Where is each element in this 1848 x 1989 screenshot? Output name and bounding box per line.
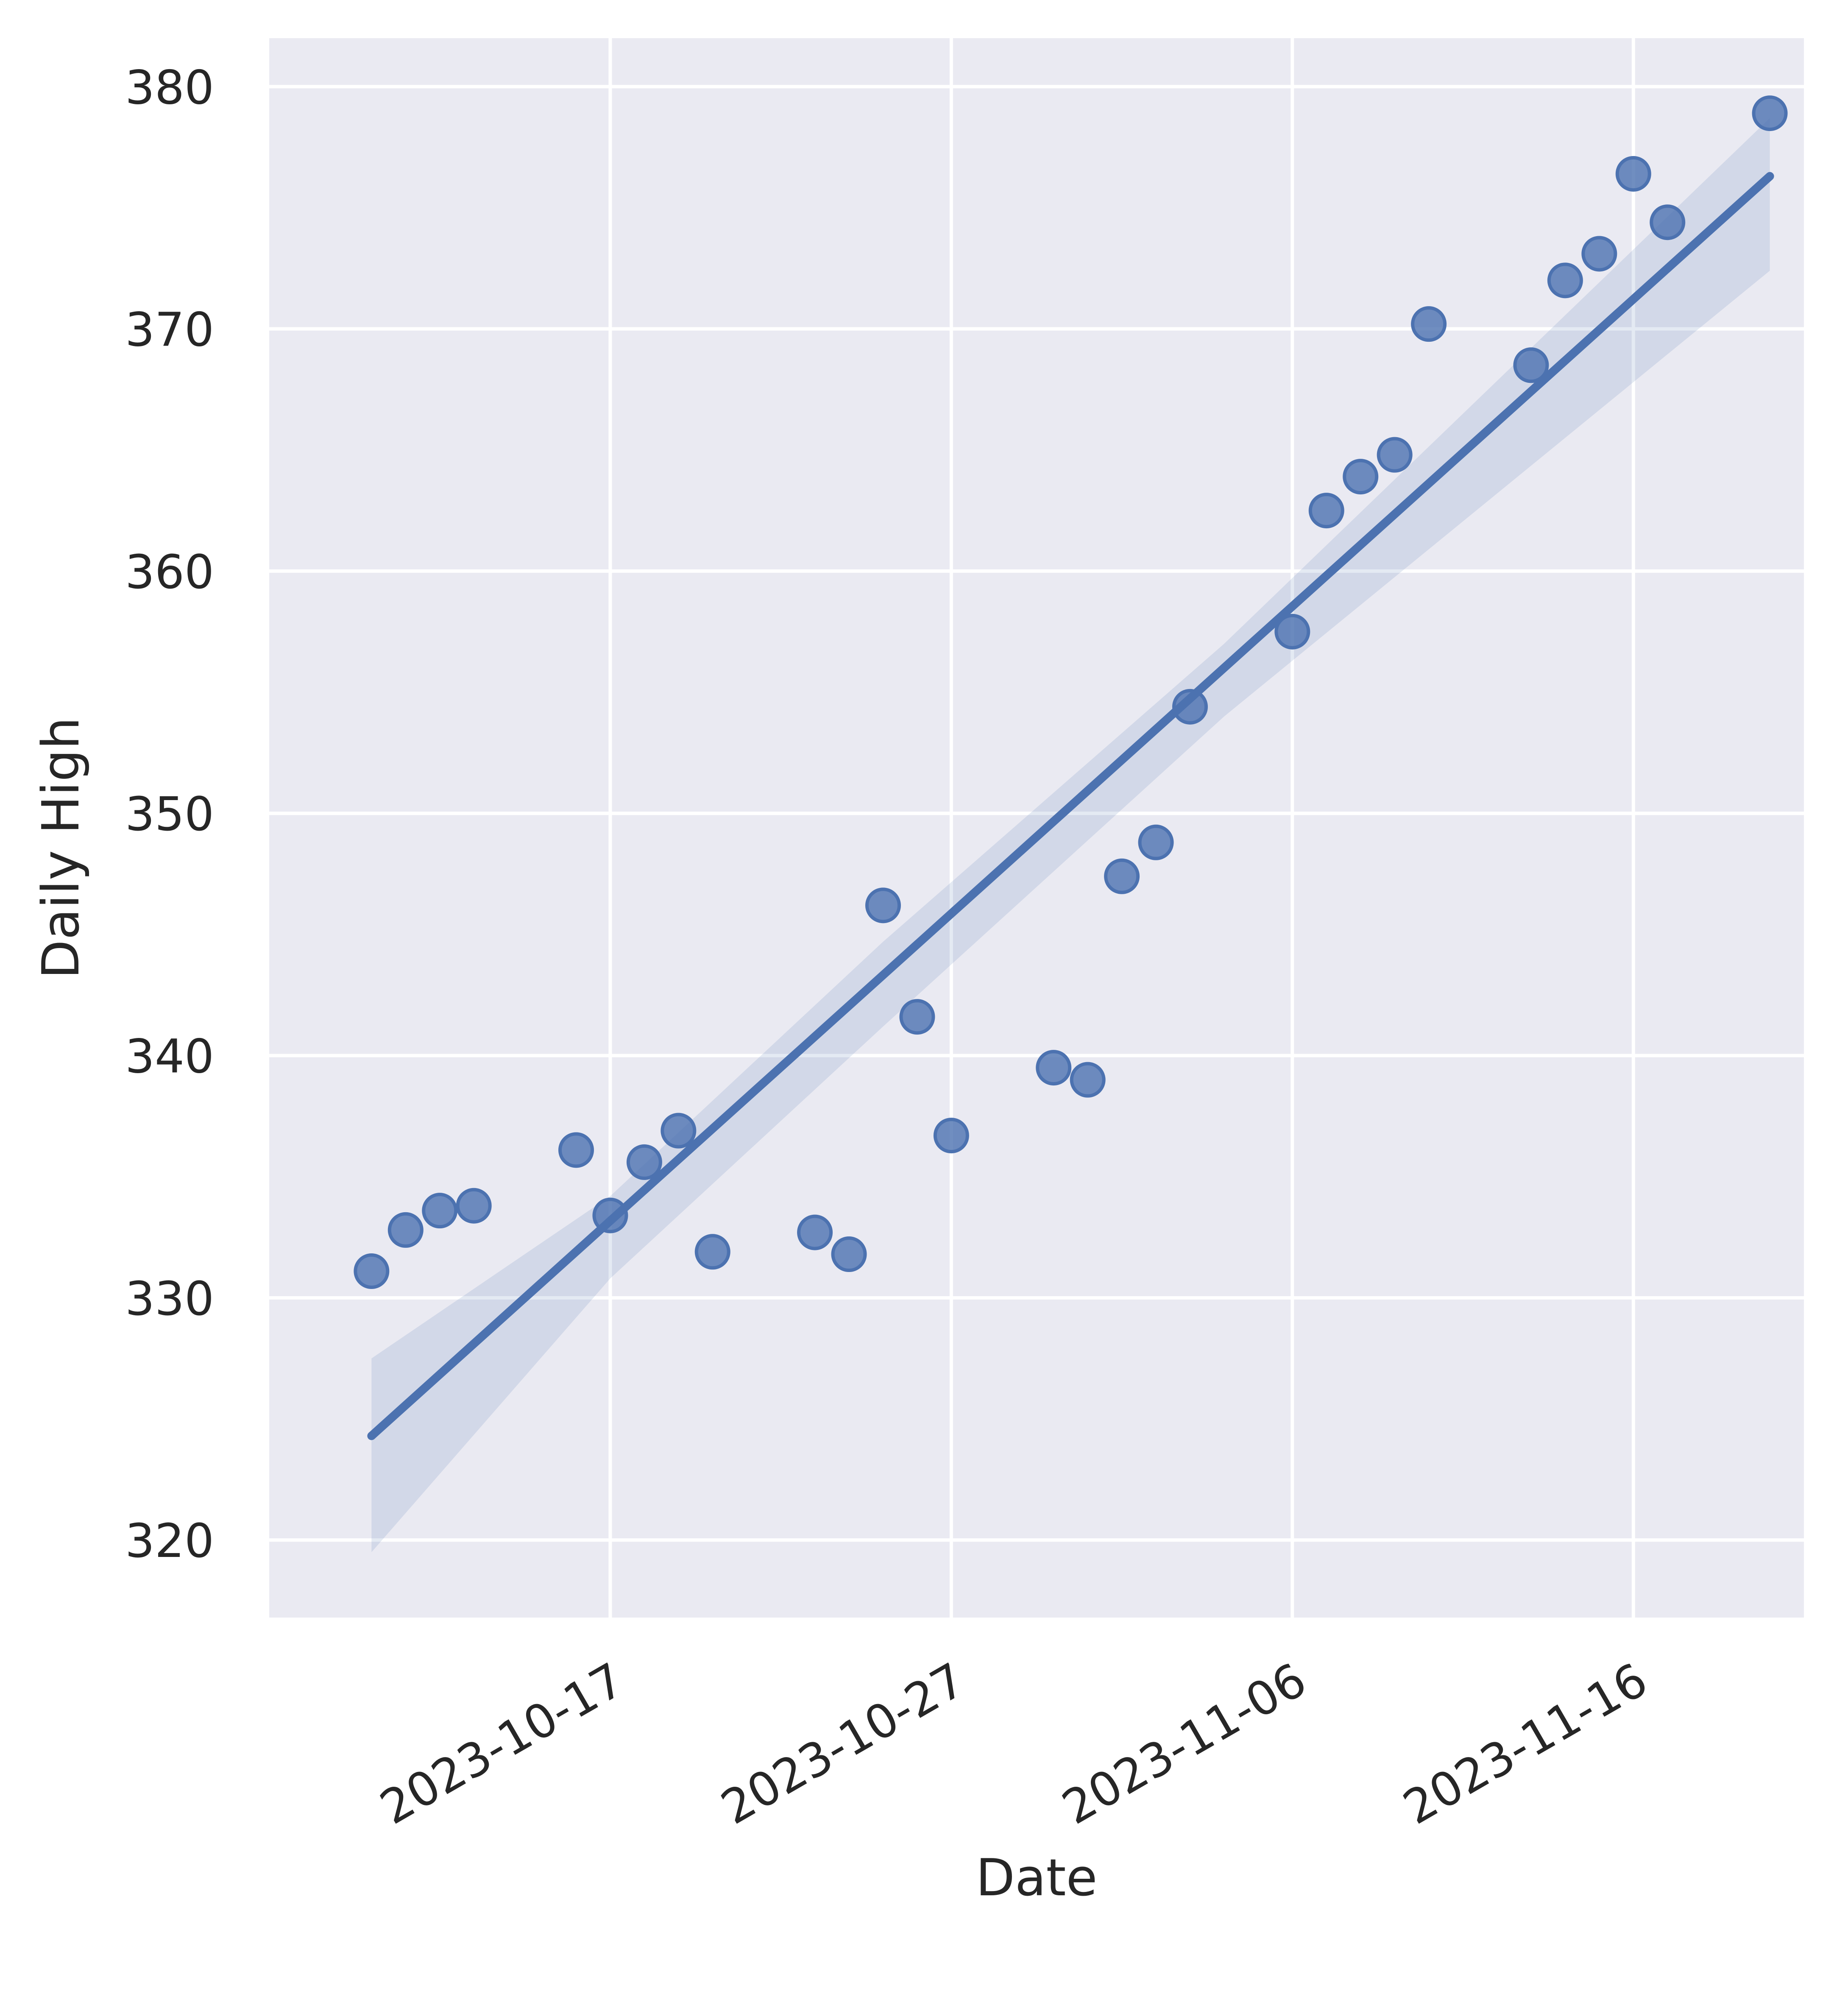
data-point: [1513, 347, 1549, 383]
data-point: [1343, 459, 1379, 495]
y-tick-label: 360: [125, 545, 214, 599]
y-tick-label: 320: [125, 1514, 214, 1568]
confidence-band-area: [371, 118, 1770, 1552]
data-point: [865, 887, 901, 923]
data-point: [354, 1253, 390, 1289]
data-point: [387, 1212, 424, 1248]
data-point: [1547, 262, 1583, 298]
data-point: [797, 1214, 833, 1250]
data-points: [354, 95, 1788, 1289]
data-point: [422, 1193, 458, 1229]
data-point: [456, 1188, 492, 1224]
y-tick-label: 340: [125, 1029, 214, 1084]
data-point: [694, 1234, 730, 1270]
data-point: [661, 1113, 697, 1149]
data-point: [933, 1118, 969, 1154]
data-point: [1138, 824, 1174, 860]
data-point: [831, 1236, 867, 1272]
grid: [269, 38, 1804, 1618]
data-point: [1104, 858, 1140, 894]
data-point: [1581, 236, 1617, 272]
data-point: [1615, 156, 1651, 192]
y-axis-ticks: 320 330 340 350 360 370 380: [125, 60, 214, 1568]
y-tick-label: 350: [125, 787, 214, 841]
x-axis-label: Date: [976, 1849, 1098, 1908]
data-point: [1650, 204, 1686, 240]
y-tick-label: 380: [125, 60, 214, 114]
y-tick-label: 330: [125, 1272, 214, 1326]
data-point: [626, 1144, 662, 1180]
data-point: [1172, 689, 1208, 725]
data-point: [1036, 1050, 1072, 1086]
data-point: [1308, 493, 1344, 529]
data-point: [899, 999, 935, 1035]
confidence-band: [371, 118, 1770, 1552]
data-point: [1274, 614, 1310, 650]
plot-area: [269, 38, 1804, 1618]
y-axis-label: Daily High: [32, 717, 91, 979]
y-tick-label: 370: [125, 303, 214, 357]
data-point: [1070, 1062, 1106, 1098]
data-point: [1752, 95, 1788, 131]
data-point: [1411, 306, 1447, 342]
data-point: [558, 1132, 594, 1168]
data-point: [1377, 437, 1413, 473]
data-point: [592, 1197, 628, 1233]
